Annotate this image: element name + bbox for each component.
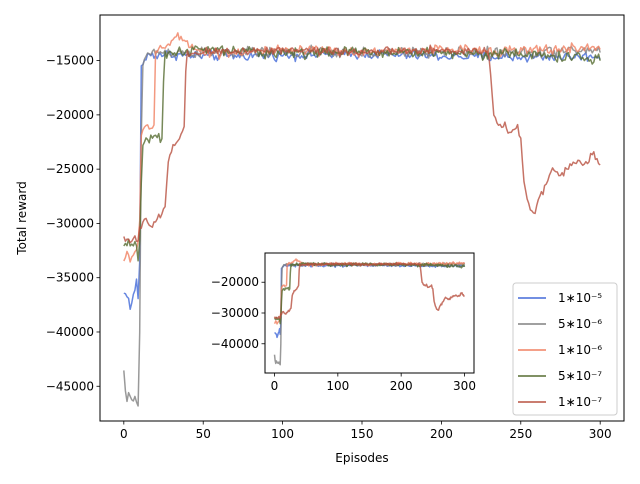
main-x-tick-label: 50 <box>196 427 211 441</box>
inset-x-ticks: 0 100 200 300 <box>271 373 476 393</box>
inset-x-tick-label: 100 <box>326 379 349 393</box>
inset-y-tick-label: −40000 <box>211 337 259 351</box>
main-plot-area: 0 50 100 150 200 250 300 −45000 −40000 −35000 −30… <box>15 14 625 465</box>
inset-plot-area: 0 100 200 300 −40000 −30000 −20000 <box>211 252 476 393</box>
main-y-tick-label: −25000 <box>46 162 94 176</box>
main-y-tick-label: −40000 <box>46 325 94 339</box>
x-axis-label: Episodes <box>335 451 388 465</box>
main-x-tick-label: 300 <box>589 427 612 441</box>
inset-series-lines <box>273 258 466 366</box>
inset-x-tick-label: 0 <box>271 379 279 393</box>
inset-y-tick-label: −20000 <box>211 275 259 289</box>
main-y-ticks: −45000 −40000 −35000 −30000 −25000 −20000 −150… <box>46 54 100 393</box>
inset-y-ticks: −40000 −30000 −20000 <box>211 275 265 351</box>
legend: 1∗10⁻⁵ 5∗10⁻⁶ 1∗10⁻⁶ 5∗10⁻⁷ 1∗10⁻⁷ <box>512 282 618 416</box>
main-series-line-5 <box>123 44 601 244</box>
inset-x-tick-label: 200 <box>390 379 413 393</box>
main-series-line-3 <box>123 32 601 263</box>
main-y-tick-label: −45000 <box>46 379 94 393</box>
main-y-tick-label: −20000 <box>46 108 94 122</box>
legend-box <box>512 282 618 416</box>
inset-y-tick-label: −30000 <box>211 306 259 320</box>
main-series-lines <box>123 32 601 407</box>
main-series-line-4 <box>123 45 601 262</box>
main-x-tick-label: 100 <box>271 427 294 441</box>
legend-label-3: 1∗10⁻⁶ <box>558 343 602 357</box>
inset-background <box>265 253 474 373</box>
main-x-tick-label: 0 <box>120 427 128 441</box>
legend-label-4: 5∗10⁻⁷ <box>558 369 602 383</box>
inset-series-line-5 <box>273 261 465 320</box>
main-x-tick-label: 200 <box>430 427 453 441</box>
legend-label-2: 5∗10⁻⁶ <box>558 317 602 331</box>
inset-x-tick-label: 300 <box>453 379 476 393</box>
main-y-tick-label: −35000 <box>46 271 94 285</box>
legend-label-5: 1∗10⁻⁷ <box>558 395 602 409</box>
main-x-ticks: 0 50 100 150 200 250 300 <box>120 421 612 441</box>
y-axis-label: Total reward <box>15 181 29 255</box>
main-y-tick-label: −15000 <box>46 54 94 68</box>
main-x-tick-label: 250 <box>509 427 532 441</box>
main-y-tick-label: −30000 <box>46 216 94 230</box>
legend-items: 1∗10⁻⁵ 5∗10⁻⁶ 1∗10⁻⁶ 5∗10⁻⁷ 1∗10⁻⁷ <box>518 291 602 409</box>
main-x-tick-label: 150 <box>351 427 374 441</box>
legend-label-1: 1∗10⁻⁵ <box>558 291 602 305</box>
